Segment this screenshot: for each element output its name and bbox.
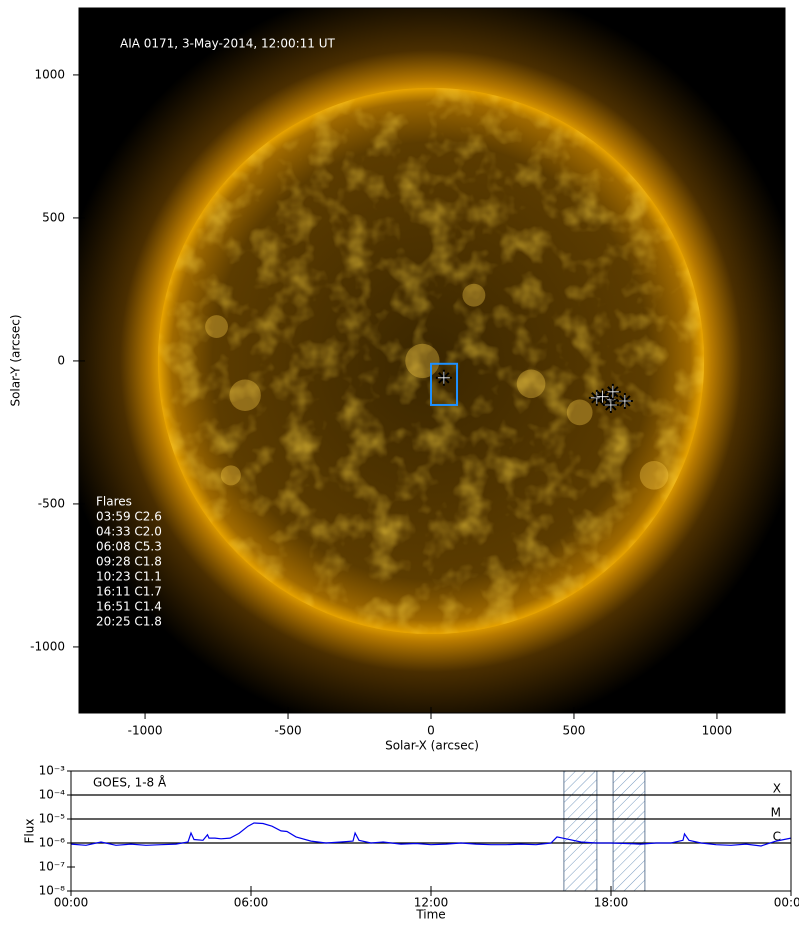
x-tick-label: 0 [427, 724, 435, 738]
class-level-label: C [773, 830, 781, 844]
active-region-glow [516, 369, 546, 399]
image-title: AIA 0171, 3-May-2014, 12:00:11 UT [120, 37, 335, 51]
y-tick-label: 10⁻³ [39, 764, 66, 778]
x-tick-label: -500 [274, 724, 301, 738]
y-tick-label: -1000 [30, 639, 65, 653]
flare-marker-core [437, 371, 450, 384]
x-tick-label: 00:00 [774, 896, 799, 910]
flare-entry: 09:28 C1.8 [96, 555, 162, 569]
active-region-glow [639, 461, 669, 490]
plot-frame [70, 770, 792, 892]
time-window [612, 770, 646, 892]
solar-image-panel: -1000 -500 0 500 1000 -1000 -500 0 500 1000 Solar-… [9, 7, 786, 753]
flare-entry: 10:23 C1.1 [96, 570, 162, 584]
y-tick-label: 10⁻⁴ [39, 788, 66, 802]
class-level-label: M [771, 806, 781, 820]
flare-marker-core [618, 394, 631, 407]
x-tick-label: 18:00 [594, 896, 629, 910]
y-tick-label: 10⁻⁶ [39, 836, 66, 850]
y-axis-label: Solar-Y (arcsec) [9, 314, 23, 406]
x-axis-label: Solar-X (arcsec) [385, 739, 479, 753]
flare-list-title: Flares [96, 495, 132, 509]
flare-entry: 20:25 C1.8 [96, 615, 162, 629]
x-axis-label: Time [415, 908, 445, 922]
y-tick-label: -500 [38, 496, 65, 510]
x-tick-label: 00:00 [54, 896, 89, 910]
class-level-label: X [773, 782, 781, 796]
y-tick-label: 0 [57, 353, 65, 367]
flare-entry: 16:11 C1.7 [96, 585, 162, 599]
y-tick-label: 10⁻⁵ [39, 812, 66, 826]
flare-entry: 03:59 C2.6 [96, 510, 162, 524]
y-tick-label: 10⁻⁷ [39, 860, 66, 874]
active-region-glow [229, 379, 261, 411]
active-region-glow [405, 343, 440, 379]
flare-marker-core [604, 398, 617, 411]
x-tick-label: 12:00 [414, 896, 449, 910]
flare-marker-core [596, 390, 609, 403]
time-window [563, 770, 598, 892]
active-region-glow [205, 315, 228, 339]
y-tick-label: 500 [42, 210, 65, 224]
region-box [429, 362, 459, 406]
flare-marker-core [606, 385, 619, 398]
y-axis-label: Flux [23, 819, 37, 844]
flare-entry: 04:33 C2.0 [96, 525, 162, 539]
flare-entry: 06:08 C5.3 [96, 540, 162, 554]
active-region-glow [462, 283, 486, 307]
flare-entry: 16:51 C1.4 [96, 600, 162, 614]
x-tick-label: 1000 [702, 724, 733, 738]
flux-line [70, 822, 792, 847]
y-tick-label: 1000 [34, 67, 65, 81]
disk-texture [157, 87, 705, 635]
y-tick-label: 10⁻⁸ [39, 884, 66, 898]
active-region-glow [220, 465, 241, 486]
active-region-glow [566, 399, 593, 426]
x-tick-label: 06:00 [234, 896, 269, 910]
sun [79, 8, 785, 713]
legend-label: GOES, 1-8 Å [93, 775, 167, 790]
x-tick-label: 500 [563, 724, 586, 738]
x-tick-label: -1000 [128, 724, 163, 738]
